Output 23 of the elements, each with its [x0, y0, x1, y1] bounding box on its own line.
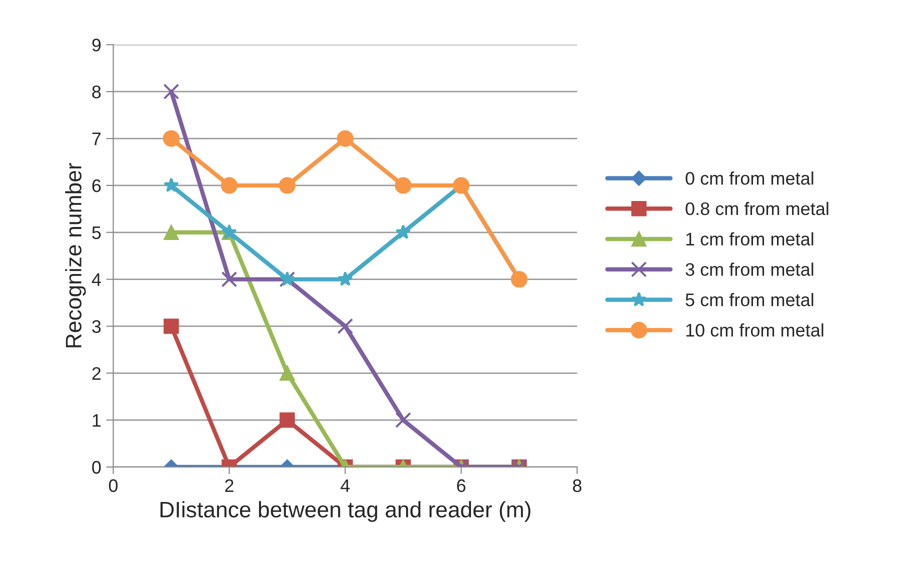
y-tick-label: 6	[92, 179, 101, 192]
x-tick-label: 6	[457, 479, 466, 492]
y-tick-label: 1	[92, 414, 101, 427]
legend-label: 0.8 cm from metal	[686, 202, 828, 216]
y-axis-title: Recognize number	[65, 162, 86, 348]
y-tick-label: 2	[92, 367, 101, 380]
legend-label: 3 cm from metal	[686, 262, 814, 276]
legend-label: 10 cm from metal	[686, 323, 824, 337]
legend-label: 0 cm from metal	[686, 171, 814, 185]
y-tick-label: 4	[92, 273, 101, 286]
y-tick-label: 9	[92, 38, 101, 52]
y-tick-label: 7	[92, 132, 101, 146]
y-tick-label: 0	[92, 460, 101, 474]
x-tick-label: 2	[225, 479, 234, 492]
x-tick-label: 4	[340, 479, 350, 492]
y-tick-label: 8	[92, 86, 101, 98]
y-tick-label: 3	[92, 320, 101, 333]
y-tick-label: 5	[92, 226, 101, 240]
x-tick-label: 0	[108, 479, 118, 492]
x-tick-label: 8	[572, 479, 582, 492]
legend-label: 5 cm from metal	[686, 292, 814, 306]
legend-label: 1 cm from metal	[686, 232, 814, 246]
x-axis-title: DIistance between tag and reader (m)	[160, 501, 530, 522]
